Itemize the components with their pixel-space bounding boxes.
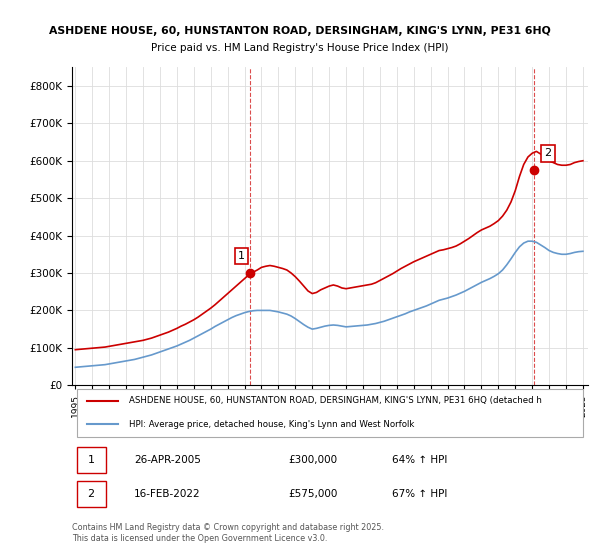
Text: ASHDENE HOUSE, 60, HUNSTANTON ROAD, DERSINGHAM, KING'S LYNN, PE31 6HQ: ASHDENE HOUSE, 60, HUNSTANTON ROAD, DERS…: [49, 26, 551, 36]
Text: Contains HM Land Registry data © Crown copyright and database right 2025.
This d: Contains HM Land Registry data © Crown c…: [72, 524, 384, 543]
FancyBboxPatch shape: [77, 447, 106, 473]
Text: £300,000: £300,000: [289, 455, 338, 465]
Text: HPI: Average price, detached house, King's Lynn and West Norfolk: HPI: Average price, detached house, King…: [129, 420, 414, 429]
Text: 1: 1: [88, 455, 95, 465]
Text: Price paid vs. HM Land Registry's House Price Index (HPI): Price paid vs. HM Land Registry's House …: [151, 43, 449, 53]
Text: 26-APR-2005: 26-APR-2005: [134, 455, 201, 465]
Text: 1: 1: [238, 251, 245, 261]
Text: ASHDENE HOUSE, 60, HUNSTANTON ROAD, DERSINGHAM, KING'S LYNN, PE31 6HQ (detached : ASHDENE HOUSE, 60, HUNSTANTON ROAD, DERS…: [129, 396, 542, 405]
Text: 64% ↑ HPI: 64% ↑ HPI: [392, 455, 447, 465]
FancyBboxPatch shape: [77, 389, 583, 437]
Text: 2: 2: [88, 489, 95, 500]
Text: 67% ↑ HPI: 67% ↑ HPI: [392, 489, 447, 500]
Text: 16-FEB-2022: 16-FEB-2022: [134, 489, 200, 500]
Text: £575,000: £575,000: [289, 489, 338, 500]
Text: 2: 2: [544, 148, 551, 158]
FancyBboxPatch shape: [77, 481, 106, 507]
